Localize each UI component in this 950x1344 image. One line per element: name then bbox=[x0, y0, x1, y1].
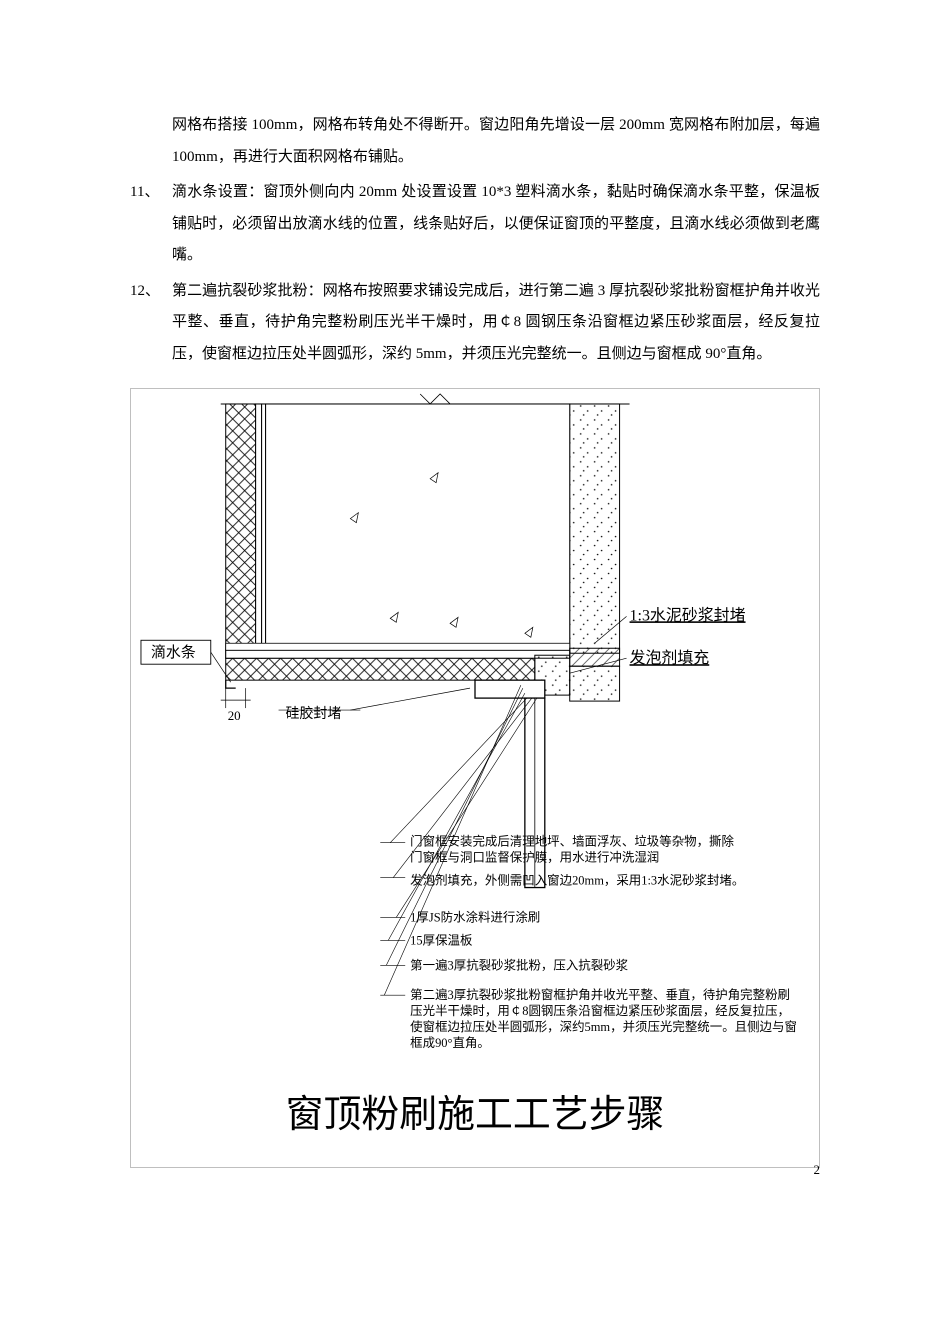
note-3: 1厚JS防水涂料进行涂刷 bbox=[410, 909, 540, 924]
list-item-12: 12、 第二遍抗裂砂浆批粉：网格布按照要求铺设完成后，进行第二遍 3 厚抗裂砂浆… bbox=[130, 276, 820, 371]
label-foam: 发泡剂填充 bbox=[630, 649, 710, 667]
label-silicone: 硅胶封堵 bbox=[286, 705, 342, 722]
label-mortar: 1:3水泥砂浆封堵 bbox=[630, 606, 746, 624]
item-body: 滴水条设置：窗顶外侧向内 20mm 处设置设置 10*3 塑料滴水条，黏贴时确保… bbox=[172, 177, 820, 272]
note-6b: 压光半干燥时，用￠8圆钢压条沿窗框边紧压砂浆面层，经反复拉压， bbox=[410, 1003, 790, 1018]
label-drip: 滴水条 bbox=[151, 643, 196, 661]
note-1a: 门窗框安装完成后清理地坪、墙面浮灰、垃圾等杂物，撕除 bbox=[410, 834, 734, 849]
diagram-title: 窗顶粉刷施工工艺步骤 bbox=[286, 1094, 665, 1136]
dim-20: 20 bbox=[228, 708, 241, 723]
page-number: 2 bbox=[814, 1162, 821, 1178]
document-page: 网格布搭接 100mm，网格布转角处不得断开。窗边阳角先增设一层 200mm 宽… bbox=[0, 0, 950, 1208]
note-6d: 框成90°直角。 bbox=[410, 1036, 490, 1050]
note-1b: 门窗框与洞口监督保护膜，用水进行冲洗湿润 bbox=[410, 850, 659, 865]
paragraph-10-continuation: 网格布搭接 100mm，网格布转角处不得断开。窗边阳角先增设一层 200mm 宽… bbox=[130, 110, 820, 173]
item-number: 12、 bbox=[130, 276, 172, 371]
note-5: 第一遍3厚抗裂砂浆批粉，压入抗裂砂浆 bbox=[410, 957, 628, 972]
note-6a: 第二遍3厚抗裂砂浆批粉窗框护角并收光平整、垂直，待护角完整粉刷 bbox=[410, 987, 790, 1002]
note-2: 发泡剂填充，外侧需凹入窗边20mm，采用1:3水泥砂浆封堵。 bbox=[410, 873, 744, 888]
note-6c: 使窗框边拉压处半圆弧形，深约5mm，并须压光完整统一。且侧边与窗 bbox=[410, 1019, 797, 1034]
item-number: 11、 bbox=[130, 177, 172, 272]
list-item-11: 11、 滴水条设置：窗顶外侧向内 20mm 处设置设置 10*3 塑料滴水条，黏… bbox=[130, 177, 820, 272]
construction-diagram: 20 滴水条 硅胶封堵 1:3水泥砂浆封堵 发泡剂填充 bbox=[131, 389, 819, 1167]
note-4: 15厚保温板 bbox=[410, 933, 473, 947]
item-body: 第二遍抗裂砂浆批粉：网格布按照要求铺设完成后，进行第二遍 3 厚抗裂砂浆批粉窗框… bbox=[172, 276, 820, 371]
diagram-container: 20 滴水条 硅胶封堵 1:3水泥砂浆封堵 发泡剂填充 bbox=[130, 388, 820, 1168]
